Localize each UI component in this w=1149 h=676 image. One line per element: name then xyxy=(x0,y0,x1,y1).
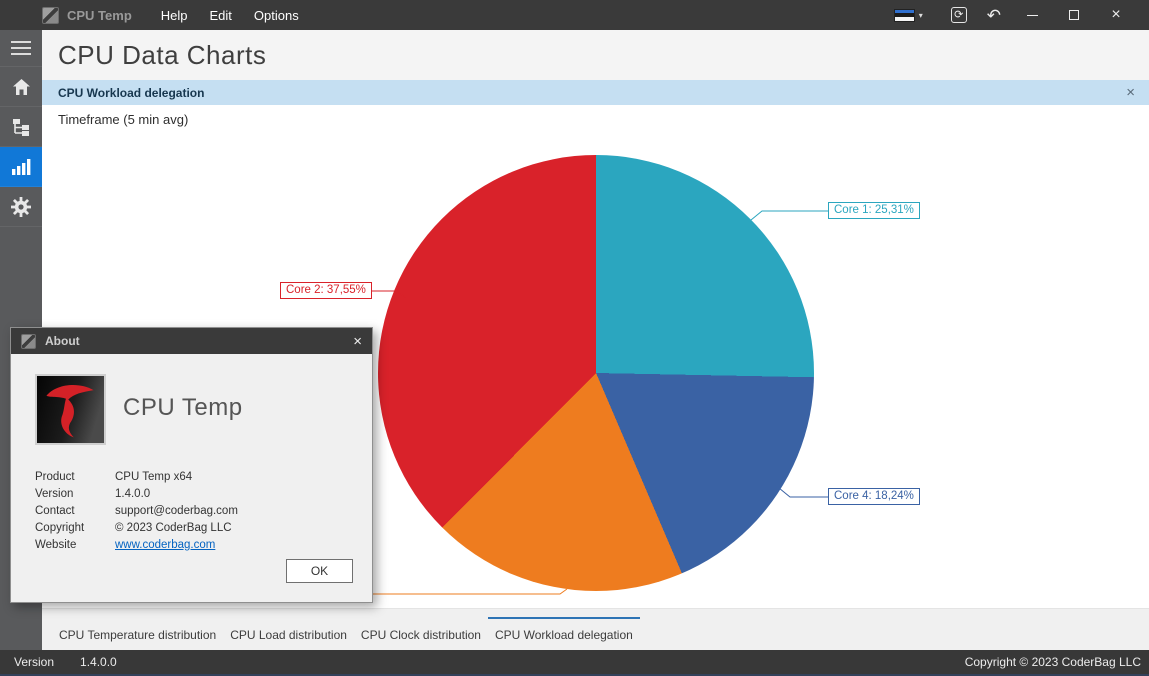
app-logo-icon xyxy=(42,6,59,24)
copyright-label: Copyright xyxy=(35,521,85,534)
close-button[interactable]: × xyxy=(1111,6,1121,23)
product-label: Product xyxy=(35,470,75,483)
app-logo-icon xyxy=(21,333,36,349)
statusbar-version-label: Version xyxy=(14,655,55,669)
timeframe-label: Timeframe (5 min avg) xyxy=(58,112,189,127)
tab-cpu-temperature-distribution[interactable]: CPU Temperature distribution xyxy=(59,627,217,642)
sidebar-item-sensor-tree[interactable] xyxy=(0,107,42,147)
panel-close-icon[interactable]: × xyxy=(1126,84,1135,101)
menu-bar: Help Edit Options xyxy=(150,2,310,29)
ok-button[interactable]: OK xyxy=(286,559,353,583)
undo-icon[interactable]: ↶ xyxy=(986,5,1001,25)
maximize-icon xyxy=(1069,10,1079,20)
cpu-temp-logo xyxy=(35,374,106,445)
about-row-copyright: Copyright © 2023 CoderBag LLC xyxy=(35,519,238,536)
core4-leader-line xyxy=(778,487,828,498)
about-dialog: About × CPU Temp Product CPU Temp x64 Ve… xyxy=(10,327,373,603)
minimize-button[interactable] xyxy=(1011,0,1053,30)
minimize-icon xyxy=(1026,14,1038,16)
core1-leader-line xyxy=(750,210,828,221)
tab-cpu-load-distribution[interactable]: CPU Load distribution xyxy=(230,627,347,642)
menu-edit[interactable]: Edit xyxy=(209,7,232,23)
menu-options[interactable]: Options xyxy=(253,7,299,23)
status-bar: Version 1.4.0.0 Copyright © 2023 CoderBa… xyxy=(0,650,1149,676)
version-value: 1.4.0.0 xyxy=(115,487,151,500)
product-value: CPU Temp x64 xyxy=(115,470,193,483)
about-close-icon[interactable]: × xyxy=(353,332,362,350)
pie-chart[interactable] xyxy=(378,155,814,591)
website-link[interactable]: www.coderbag.com xyxy=(115,538,216,551)
maximize-button[interactable] xyxy=(1053,0,1095,30)
app-title: CPU Temp xyxy=(67,7,132,23)
gear-icon xyxy=(11,196,31,217)
home-icon xyxy=(12,78,30,95)
website-label: Website xyxy=(35,538,77,551)
chevron-down-icon: ▾ xyxy=(918,10,923,20)
core3-leader-line xyxy=(371,588,568,595)
contact-label: Contact xyxy=(35,504,75,517)
menu-help[interactable]: Help xyxy=(160,7,188,23)
title-bar: CPU Temp Help Edit Options ▾ ⟳ ↶ × xyxy=(0,0,1149,30)
chart-tab-strip: CPU Temperature distribution CPU Load di… xyxy=(42,608,1149,650)
about-info-rows: Product CPU Temp x64 Version 1.4.0.0 Con… xyxy=(35,468,238,553)
tree-icon xyxy=(13,118,29,136)
language-selector[interactable]: ▾ xyxy=(893,8,923,22)
statusbar-copyright: Copyright © 2023 CoderBag LLC xyxy=(964,655,1141,669)
callout-core2: Core 2: 37,55% xyxy=(280,282,372,299)
bar-chart-icon xyxy=(12,159,31,175)
about-row-contact: Contact support@coderbag.com xyxy=(35,502,238,519)
contact-value: support@coderbag.com xyxy=(115,504,238,517)
page-title: CPU Data Charts xyxy=(58,39,267,70)
panel-title: CPU Workload delegation xyxy=(58,85,205,100)
sidebar-item-home[interactable] xyxy=(0,67,42,107)
titlebar-controls: ▾ ⟳ ↶ × xyxy=(893,0,1137,30)
panel-header: CPU Workload delegation × xyxy=(42,80,1149,105)
copyright-value: © 2023 CoderBag LLC xyxy=(115,521,232,534)
about-row-website: Website www.coderbag.com xyxy=(35,536,238,553)
tab-cpu-workload-delegation[interactable]: CPU Workload delegation xyxy=(487,617,640,650)
page-header: CPU Data Charts xyxy=(42,30,1149,80)
auto-refresh-icon[interactable]: ⟳ xyxy=(950,7,967,23)
version-label: Version xyxy=(35,487,74,500)
sidebar-item-settings[interactable] xyxy=(0,187,42,227)
about-dialog-titlebar[interactable]: About × xyxy=(11,328,372,354)
tab-cpu-clock-distribution[interactable]: CPU Clock distribution xyxy=(360,627,481,642)
statusbar-version-value: 1.4.0.0 xyxy=(80,655,117,669)
callout-core4: Core 4: 18,24% xyxy=(828,488,920,505)
callout-core1: Core 1: 25,31% xyxy=(828,202,920,219)
sidebar-item-charts[interactable] xyxy=(0,147,42,187)
about-row-product: Product CPU Temp x64 xyxy=(35,468,238,485)
estonia-flag-icon xyxy=(893,8,915,22)
about-dialog-title: About xyxy=(45,334,80,348)
about-row-version: Version 1.4.0.0 xyxy=(35,485,238,502)
about-app-name: CPU Temp xyxy=(123,394,243,421)
sidebar-item-menu-toggle[interactable] xyxy=(0,30,42,67)
